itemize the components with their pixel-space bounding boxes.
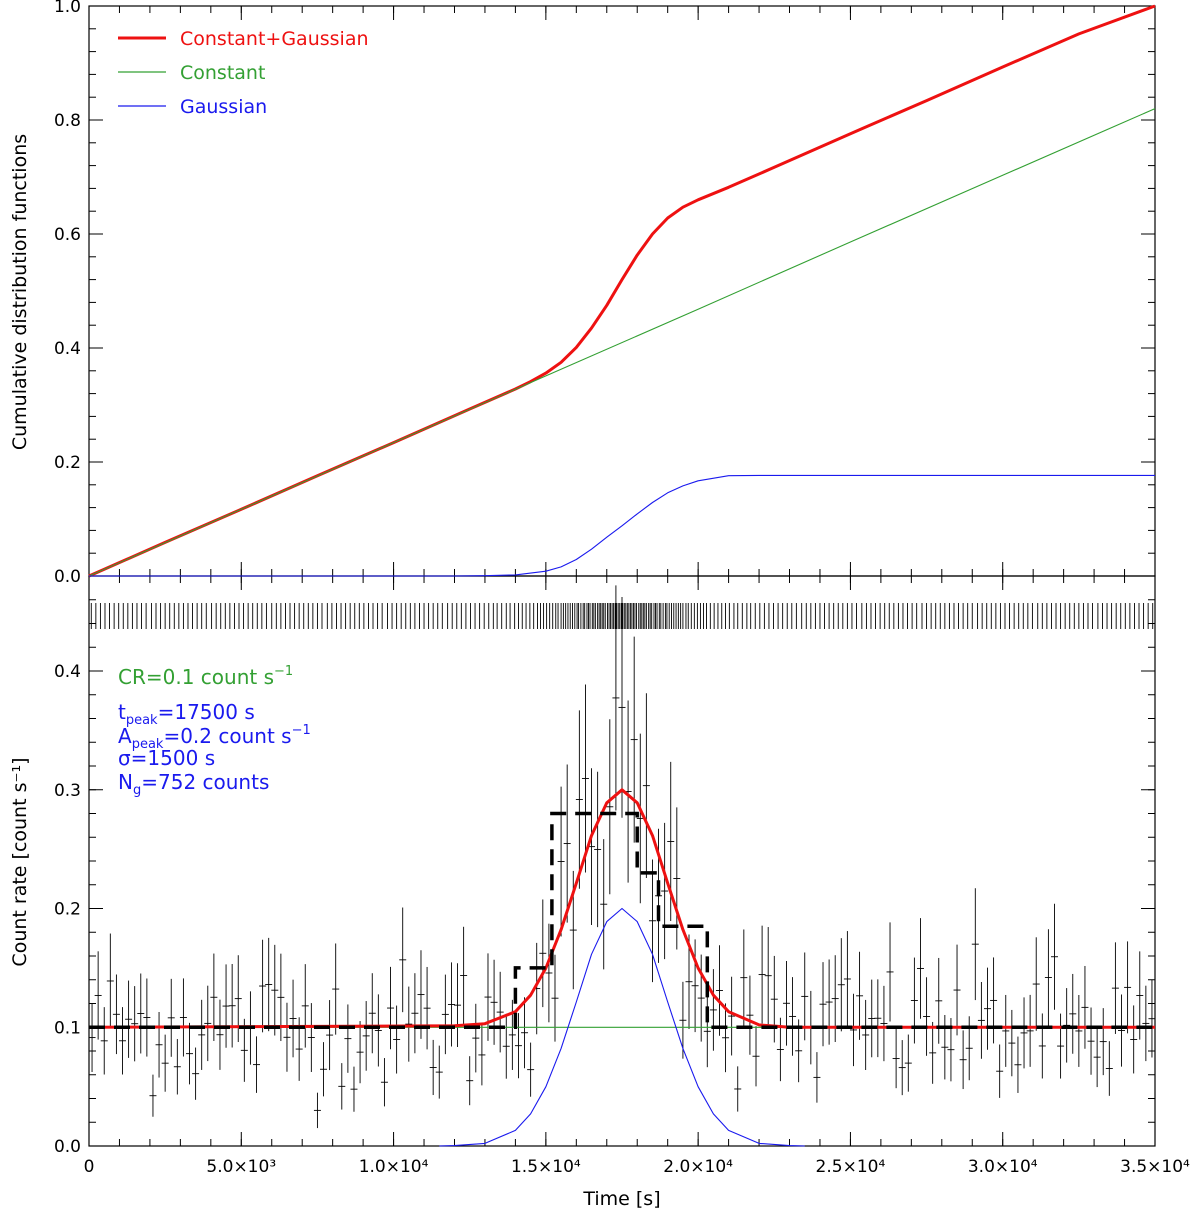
binned-light-curve: [88, 585, 1156, 1129]
legend-label-constant-gaussian: Constant+Gaussian: [180, 28, 369, 50]
x-axis-title: Time [s]: [582, 1188, 660, 1210]
x-tick-label: 1.0×10⁴: [359, 1157, 429, 1177]
top-y-tick-label: 0.6: [54, 225, 81, 245]
bottom-y-axis-title: Count rate [count s⁻¹]: [9, 757, 31, 966]
bottom-y-tick-label: 0.0: [54, 1137, 81, 1157]
legend-label-constant: Constant: [180, 62, 265, 84]
top-y-tick-label: 0.2: [54, 453, 81, 473]
legend: Constant+Gaussian Constant Gaussian: [118, 28, 369, 118]
constant-gaussian-model-line: [88, 788, 1155, 1029]
top-y-tick-label: 0.4: [54, 339, 81, 359]
bottom-y-tick-label: 0.3: [54, 781, 81, 801]
top-y-axis-title: Cumulative distribution functions: [9, 134, 31, 450]
top-y-tick-label: 0.0: [54, 567, 81, 587]
bayesian-blocks-line: [89, 811, 1155, 1030]
bottom-y-axis: 0.0 0.1 0.2 0.3 0.4: [54, 575, 1155, 1157]
annotations: CR=0.1 count s−1 tpeak=17500 s Apeak=0.2…: [118, 664, 311, 798]
bottom-panel-series: [88, 788, 1155, 1147]
cdf-line-constant: [88, 108, 1156, 577]
x-tick-label: 5.0×10³: [206, 1157, 276, 1177]
x-tick-label: 3.5×10⁴: [1120, 1157, 1190, 1177]
top-panel-frame: [88, 5, 1156, 577]
annotation-a-peak: Apeak=0.2 count s−1: [118, 723, 311, 752]
annotation-count-rate: CR=0.1 count s−1: [118, 664, 293, 689]
cdf-line-constant-gaussian: [88, 4, 1156, 578]
event-tick-row: [90, 603, 1154, 629]
x-axis: 0 5.0×10³ 1.0×10⁴ 1.5×10⁴ 2.0×10⁴ 2.5×10⁴ 3.0×…: [84, 6, 1190, 1177]
annotation-t-peak: tpeak=17500 s: [118, 700, 255, 728]
top-y-axis: 0.0 0.2 0.4 0.6 0.8 1.0: [54, 0, 1155, 587]
x-tick-label: 0: [84, 1157, 95, 1177]
top-y-tick-label: 1.0: [54, 0, 81, 17]
x-tick-label: 2.5×10⁴: [816, 1157, 886, 1177]
bottom-y-tick-label: 0.4: [54, 662, 81, 682]
x-tick-label: 2.0×10⁴: [663, 1157, 733, 1177]
cdf-line-gaussian: [89, 474, 1155, 577]
gaussian-model-line: [439, 907, 805, 1147]
bottom-y-tick-label: 0.1: [54, 1018, 81, 1038]
x-tick-label: 3.0×10⁴: [968, 1157, 1038, 1177]
x-tick-label: 1.5×10⁴: [511, 1157, 581, 1177]
annotation-sigma: σ=1500 s: [118, 746, 215, 770]
top-y-tick-label: 0.8: [54, 111, 81, 131]
bottom-y-tick-label: 0.2: [54, 900, 81, 920]
top-panel-series: [88, 4, 1156, 578]
annotation-n-g: Ng=752 counts: [118, 770, 269, 798]
legend-label-gaussian: Gaussian: [180, 96, 267, 118]
